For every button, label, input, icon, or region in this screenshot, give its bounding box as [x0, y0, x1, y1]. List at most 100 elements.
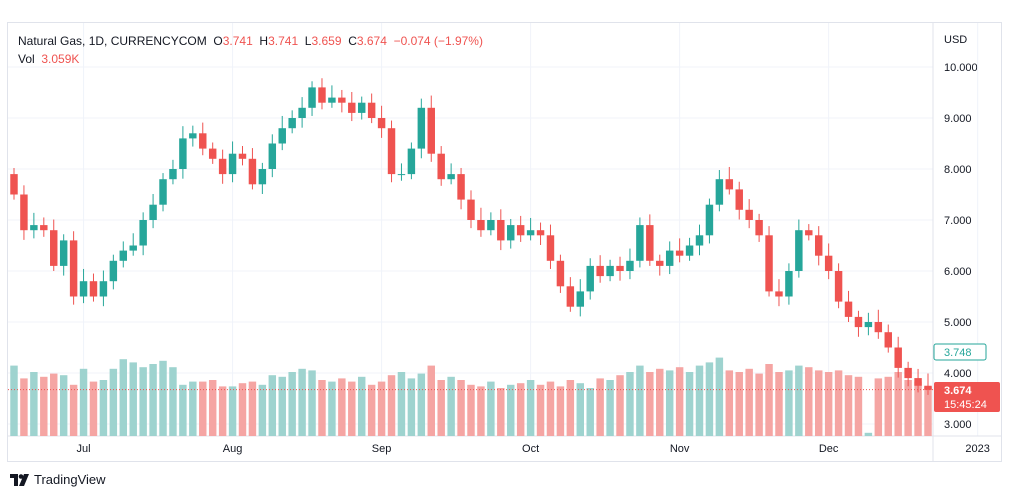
volume-bar: [457, 380, 465, 436]
volume-bar: [268, 375, 277, 436]
volume-bar: [616, 375, 624, 436]
candle-body: [179, 138, 187, 169]
volume-bar: [775, 372, 783, 436]
volume-bar: [665, 370, 674, 436]
volume-bar: [397, 372, 406, 436]
high-value: 3.741: [268, 34, 299, 48]
volume-bar: [467, 384, 475, 436]
volume-bar: [99, 380, 108, 436]
x-tick-label: Aug: [223, 443, 243, 455]
candle-body: [755, 220, 763, 236]
y-tick-label: 3.000: [944, 419, 972, 431]
candle-body: [894, 347, 902, 368]
volume-bar: [805, 367, 813, 436]
candle-body: [824, 255, 833, 271]
candle-body: [884, 332, 892, 348]
candle-body: [834, 271, 843, 302]
candle-body: [814, 235, 823, 256]
candle-body: [705, 204, 714, 236]
candle-body: [914, 378, 922, 386]
volume-bar: [318, 380, 326, 436]
candle-body: [586, 265, 594, 292]
candle-body: [218, 158, 227, 175]
change-value: −0.074 (−1.97%): [393, 34, 483, 48]
volume-bar: [69, 384, 78, 436]
volume-bar: [596, 378, 604, 436]
candle-body: [447, 174, 455, 180]
volume-bar: [507, 384, 515, 436]
volume-bar: [556, 386, 565, 436]
volume-bar: [437, 380, 445, 436]
volume-bar: [626, 372, 634, 436]
low-label: L: [304, 34, 312, 48]
volume-bar: [516, 383, 525, 436]
volume-bar: [208, 380, 217, 436]
symbol-name: Natural Gas, 1D, CURRENCYCOM: [18, 34, 207, 48]
candle-body: [675, 250, 684, 256]
volume-bar: [685, 372, 694, 436]
volume-bar: [228, 386, 237, 436]
volume-bar: [218, 386, 227, 436]
volume-bar: [864, 432, 873, 436]
candle-body: [427, 107, 435, 154]
last-price-label-box: [934, 382, 1000, 412]
volume-bar: [675, 367, 684, 436]
symbol-legend: Natural Gas, 1D, CURRENCYCOM O3.741 H3.7…: [18, 34, 483, 48]
candle-body: [248, 158, 257, 185]
volume-bar: [497, 388, 505, 436]
close-value: 3.674: [356, 34, 387, 48]
volume-bar: [199, 381, 207, 436]
candle-body: [626, 260, 634, 271]
volume-bar: [874, 378, 883, 436]
candle-body: [864, 322, 873, 328]
volume-bar: [814, 370, 823, 436]
volume-bar: [477, 386, 485, 436]
low-value: 3.659: [311, 34, 342, 48]
candle-body: [119, 250, 128, 261]
candle-body: [546, 235, 555, 261]
volume-legend: Vol 3.059K: [18, 52, 79, 66]
volume-bar: [248, 381, 257, 436]
volume-bar: [715, 357, 724, 436]
candle-body: [616, 265, 624, 271]
x-tick-label: Oct: [522, 443, 539, 455]
candle-body: [377, 118, 386, 129]
x-tick-label: 2023: [965, 443, 989, 455]
volume-bar: [89, 381, 98, 436]
candle-body: [854, 316, 863, 328]
candle-body: [596, 265, 604, 277]
candle-body: [566, 286, 575, 307]
candle-body: [59, 240, 68, 266]
candle-body: [775, 291, 783, 297]
tradingview-logo[interactable]: TradingView: [10, 472, 106, 487]
candle-body: [139, 220, 147, 246]
last-price-label: 3.674: [944, 385, 972, 397]
volume-bar: [169, 367, 177, 436]
volume-bar: [50, 373, 58, 436]
candle-body: [477, 220, 485, 231]
volume-bar: [20, 378, 28, 436]
volume-bar: [884, 376, 892, 436]
volume-bar: [427, 365, 435, 436]
volume-bar: [844, 375, 853, 436]
candle-body: [149, 204, 157, 220]
volume-bar: [179, 384, 187, 436]
candle-body: [636, 225, 644, 261]
candle-body: [89, 281, 98, 297]
candle-body: [387, 128, 396, 175]
x-tick-label: Sep: [372, 443, 392, 455]
volume-bar: [10, 365, 18, 436]
volume-bar: [854, 376, 863, 436]
volume-bar: [258, 384, 267, 436]
candle-body: [208, 148, 217, 159]
candle-body: [40, 225, 48, 231]
volume-bar: [109, 368, 118, 436]
candle-body: [765, 235, 773, 292]
candle-body: [348, 102, 356, 113]
candle-body: [357, 102, 366, 113]
y-tick-label: 4.000: [944, 368, 972, 380]
candle-body: [268, 143, 277, 169]
volume-bar: [149, 364, 157, 436]
open-label: O: [213, 34, 223, 48]
